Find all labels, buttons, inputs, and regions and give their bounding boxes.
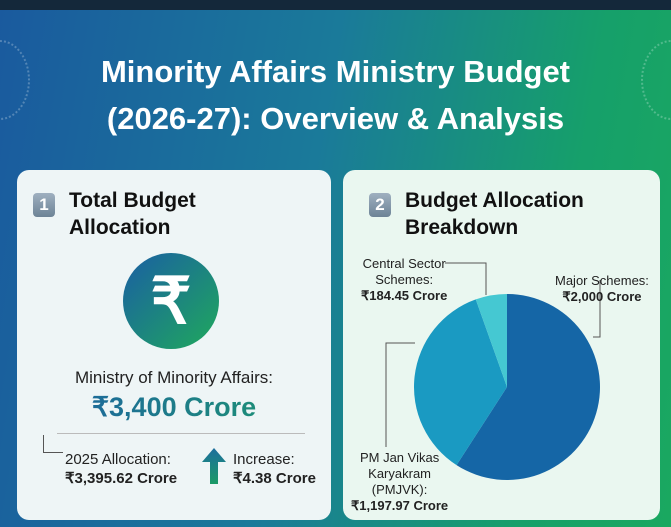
total-amount: ₹3,400 Crore [17,392,331,423]
label-value: ₹2,000 Crore [562,289,642,304]
label-value: ₹1,197.97 Crore [351,498,449,513]
label-text: Schemes: [375,272,434,287]
label-text: Karyakram [368,466,432,481]
arrow-up-icon [202,448,226,484]
slice-pmjvk [414,299,507,466]
slice-major-schemes [456,294,600,480]
heading-line-2: Allocation [69,216,171,239]
heading-line-2: Breakdown [405,216,519,239]
pie-chart [385,262,601,480]
divider [57,433,305,434]
ministry-label: Ministry of Minority Affairs: [74,368,274,387]
increase-value: ₹4.38 Crore [233,470,316,487]
leader-line [445,262,487,295]
prev-allocation-label: 2025 Allocation: [65,451,171,468]
leader-line [385,342,415,447]
section-number-badge: 2 [369,193,391,217]
connector-line [43,435,63,453]
prev-allocation-value: ₹3,395.62 Crore [65,470,178,487]
title-line-2: (2026-27): Overview & Analysis [106,101,565,136]
page-title: Minority Affairs Ministry Budget (2026-2… [0,48,671,142]
slice-label-central: Central Sector Schemes: ₹184.45 Crore [361,256,447,304]
slice-central-sector [475,294,507,387]
title-line-1: Minority Affairs Ministry Budget [100,54,571,89]
rupee-icon: ₹ [123,253,219,349]
label-text: (PMJVK): [371,482,428,497]
slice-label-major: Major Schemes: ₹2,000 Crore [555,273,649,305]
card-heading: Budget Allocation Breakdown [405,187,584,241]
breakdown-card: 2 Budget Allocation Breakdown Major Sche… [343,170,660,520]
increase-label: Increase: [233,451,295,468]
label-text: Major Schemes: [555,273,649,288]
top-bar [0,0,671,10]
card-heading: Total Budget Allocation [69,187,196,241]
increase: Increase: ₹4.38 Crore [233,450,316,488]
label-value: ₹184.45 Crore [361,288,448,303]
label-text: PM Jan Vikas [359,450,440,465]
total-budget-card: 1 Total Budget Allocation ₹ Ministry of … [17,170,331,520]
prev-allocation: 2025 Allocation: ₹3,395.62 Crore [65,450,177,488]
heading-line-1: Total Budget [69,189,196,212]
heading-line-1: Budget Allocation [405,189,584,212]
slice-label-pmjvk: PM Jan Vikas Karyakram (PMJVK): ₹1,197.9… [351,450,448,514]
section-number-badge: 1 [33,193,55,217]
leader-line [593,280,601,338]
label-text: Central Sector [362,256,446,271]
